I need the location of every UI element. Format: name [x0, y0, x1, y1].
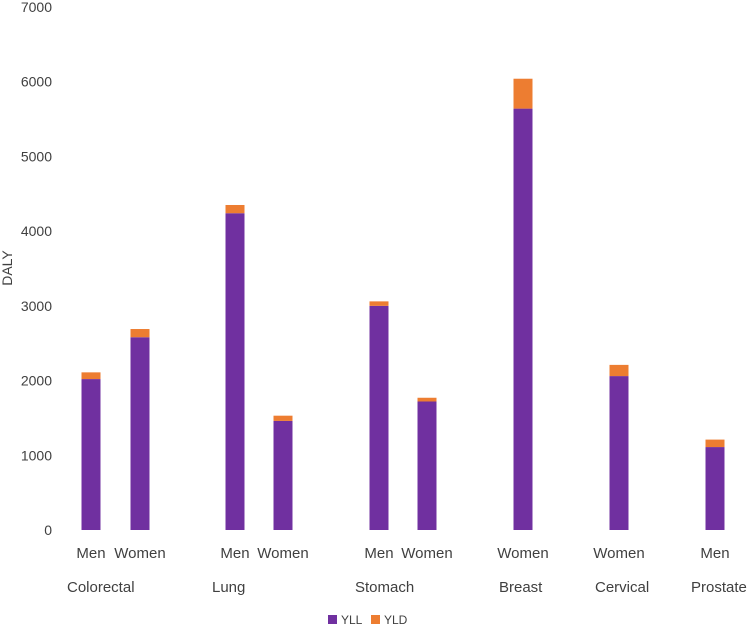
x-tick-label: Women: [593, 545, 644, 562]
y-tick-label: 5000: [21, 148, 52, 164]
y-tick-label: 6000: [21, 74, 52, 90]
x-tick-label: Men: [700, 545, 729, 562]
group-label: Lung: [212, 579, 245, 596]
x-tick-label: Men: [220, 545, 249, 562]
bar-segment-yll: [273, 420, 293, 530]
legend: YLL YLD: [328, 613, 408, 627]
bar-segment-yld: [513, 78, 533, 109]
legend-swatch-yld: [371, 615, 380, 624]
bar-segment-yld: [81, 372, 101, 380]
group-label: Breast: [499, 579, 543, 596]
bar-segment-yld: [130, 329, 150, 338]
legend-swatch-yll: [328, 615, 337, 624]
bars: [81, 78, 725, 531]
group-label: Colorectal: [67, 579, 135, 596]
bar-segment-yll: [417, 401, 437, 530]
y-tick-label: 7000: [21, 0, 52, 15]
x-tick-label: Women: [497, 545, 548, 562]
x-tick-label: Women: [257, 545, 308, 562]
y-axis-label: DALY: [0, 250, 15, 286]
bar-segment-yll: [609, 376, 629, 530]
bar-segment-yld: [609, 364, 629, 377]
group-label: Prostate: [691, 579, 747, 596]
y-tick-label: 4000: [21, 223, 52, 239]
bar-segment-yld: [225, 204, 245, 214]
x-tick-label: Men: [364, 545, 393, 562]
y-tick-label: 1000: [21, 447, 52, 463]
x-tick-label: Men: [76, 545, 105, 562]
x-tick-label: Women: [401, 545, 452, 562]
x-axis-labels: Men Women Men Women Men Women Women Women Men: [76, 545, 729, 562]
y-tick-label: 0: [44, 522, 52, 538]
bar-segment-yld: [705, 439, 725, 448]
group-label: Cervical: [595, 579, 649, 596]
bar-segment-yll: [369, 305, 389, 530]
legend-label-yll: YLL: [341, 613, 363, 626]
y-axis: 0 1000 2000 3000 4000 5000 6000 7000: [21, 0, 52, 538]
y-tick-label: 3000: [21, 298, 52, 314]
bar-segment-yll: [81, 379, 101, 530]
bar-segment-yll: [130, 337, 150, 530]
bar-segment-yld: [273, 415, 293, 421]
bar-segment-yld: [369, 301, 389, 306]
y-tick-label: 2000: [21, 373, 52, 389]
bar-segment-yll: [513, 108, 533, 531]
x-tick-label: Women: [114, 545, 165, 562]
group-label: Stomach: [355, 579, 414, 596]
legend-label-yld: YLD: [384, 613, 408, 626]
bar-segment-yld: [417, 397, 437, 402]
bar-segment-yll: [225, 213, 245, 530]
bar-segment-yll: [705, 447, 725, 530]
group-labels: Colorectal Lung Stomach Breast Cervical Prost…: [67, 579, 747, 596]
